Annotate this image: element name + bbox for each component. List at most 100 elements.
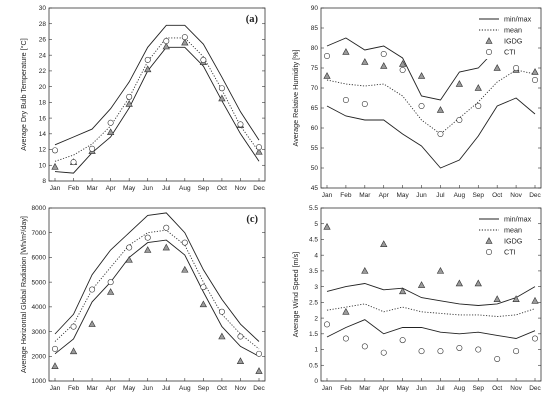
legend-triangle-swatch (485, 237, 493, 244)
x-tick-label: Jan (322, 385, 333, 392)
igdg-point (493, 295, 501, 302)
series-line-min (54, 239, 260, 357)
x-tick-label: Apr (106, 185, 117, 192)
igdg-point (106, 288, 115, 295)
cti-point (237, 121, 244, 128)
y-tick-label: 60 (311, 125, 319, 132)
x-tick-label: May (123, 385, 136, 392)
panel-c: 1000 2000 3000 4000 5000 6000 7000 8000 Jan Feb Ma… (19, 205, 266, 392)
cti-point (380, 50, 387, 57)
x-tick-label: Jan (50, 385, 61, 392)
y-tick-label: 90 (311, 5, 319, 12)
igdg-point (199, 300, 208, 308)
x-tick-label: May (396, 385, 409, 392)
legend-label: IGDG (504, 37, 523, 46)
x-tick-label: Jan (50, 185, 61, 192)
igdg-point (255, 367, 263, 374)
cti-point (494, 355, 501, 362)
x-tick-label: Feb (340, 385, 352, 392)
x-tick-label: Jan (322, 192, 333, 199)
y-tick-label: 80 (311, 45, 319, 52)
y-axis-label: Average Relative Humidity [%] (291, 50, 300, 147)
cti-point (181, 34, 188, 41)
panel-b: 45 50 55 60 65 70 75 80 85 90 Jan Feb Mar Apr May Jun Ju… (291, 5, 542, 199)
x-tick-label: Nov (510, 385, 522, 392)
legend-label: mean (504, 226, 522, 235)
y-tick-label: 10 (39, 162, 47, 169)
legend-circle-swatch (485, 48, 492, 55)
legend-label: CTI (504, 248, 516, 257)
x-tick-label: Oct (217, 385, 227, 392)
igdg-point (51, 162, 59, 170)
x-tick-label: Dec (253, 385, 265, 392)
y-tick-label: 22 (39, 68, 47, 75)
y-tick-label: 3 (314, 284, 318, 291)
igdg-point (380, 240, 388, 247)
x-tick-label: Sep (198, 185, 210, 192)
cti-point (126, 93, 133, 100)
series-line-max (54, 24, 260, 146)
y-tick-label: 30 (39, 5, 47, 12)
panel-letter: (c) (246, 214, 258, 225)
igdg-point (455, 279, 464, 287)
cti-point (70, 323, 77, 330)
panel-d: 0 0.5 1 1.5 2 2.5 3 3.5 4 4.5 5 5.5 Jan Feb Mar Apr May J… (291, 205, 542, 392)
igdg-point (125, 255, 133, 263)
series-line-max (54, 212, 260, 342)
igdg-point (436, 106, 445, 113)
cti-point (380, 349, 387, 356)
cti-point (475, 103, 482, 110)
cti-point (456, 344, 463, 351)
y-tick-label: 4000 (32, 304, 47, 311)
x-tick-label: Mar (359, 385, 371, 392)
x-tick-label: Jun (416, 385, 427, 392)
y-tick-label: 28 (39, 21, 47, 28)
x-tick-label: Apr (379, 192, 390, 199)
x-tick-label: Aug (454, 192, 466, 199)
x-tick-label: Aug (179, 385, 191, 392)
y-tick-label: 20 (39, 84, 47, 91)
y-tick-label: 6000 (32, 255, 47, 262)
y-tick-label: 12 (39, 147, 47, 154)
y-tick-label: 5000 (32, 279, 47, 286)
igdg-point (398, 60, 407, 67)
igdg-point (493, 64, 501, 71)
plot-frame (48, 207, 266, 382)
x-tick-label: Jul (436, 385, 445, 392)
y-tick-label: 4.5 (309, 237, 318, 244)
igdg-point (361, 266, 369, 274)
igdg-point (88, 320, 96, 327)
igdg-point (181, 265, 189, 273)
y-tick-label: 8000 (32, 205, 47, 212)
x-tick-label: Jul (162, 385, 171, 392)
igdg-point (417, 72, 426, 79)
y-tick-label: 85 (311, 25, 319, 32)
cti-point (399, 67, 406, 74)
y-tick-label: 7000 (32, 230, 47, 237)
y-tick-label: 55 (311, 145, 319, 152)
legend: min/max mean IGDG CTI (477, 12, 537, 59)
series-line-max2 (326, 97, 536, 169)
series-line-min (326, 319, 536, 339)
x-tick-label: Apr (379, 385, 390, 392)
x-tick-label: Sep (198, 385, 210, 392)
x-tick-label: Nov (510, 192, 522, 199)
y-axis-label: Average Wind Speed [m/s] (291, 252, 300, 337)
plot-frame (48, 7, 266, 182)
cti-point (218, 308, 225, 315)
legend-label: CTI (504, 48, 516, 57)
series-line-mean (326, 303, 536, 317)
series-line-mean (326, 69, 536, 135)
cti-point (342, 335, 349, 342)
cti-point (107, 279, 114, 286)
x-tick-label: Nov (235, 385, 247, 392)
x-tick-label: Oct (217, 185, 227, 192)
igdg-point (144, 65, 152, 73)
igdg-point (436, 266, 445, 274)
plot-frame (320, 207, 542, 382)
series-line-mean (54, 229, 260, 350)
igdg-point (69, 347, 78, 355)
x-tick-label: Dec (253, 185, 265, 192)
cti-point (437, 131, 444, 138)
series-line-max (326, 283, 536, 306)
